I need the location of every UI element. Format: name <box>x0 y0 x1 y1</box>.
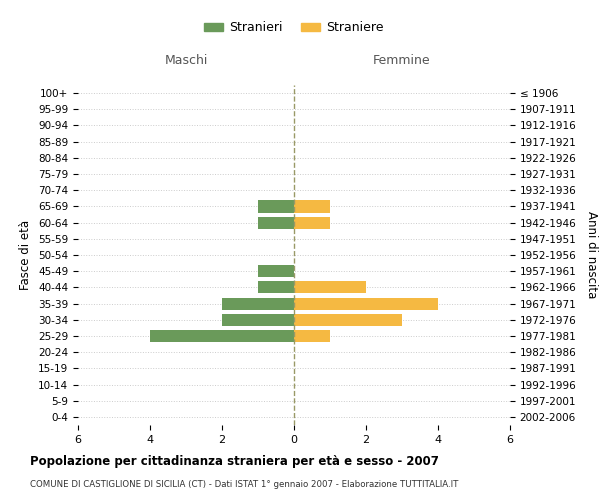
Bar <box>222 298 294 310</box>
Legend: Stranieri, Straniere: Stranieri, Straniere <box>199 16 389 40</box>
Bar <box>258 200 294 212</box>
Text: Popolazione per cittadinanza straniera per età e sesso - 2007: Popolazione per cittadinanza straniera p… <box>30 455 439 468</box>
Text: Femmine: Femmine <box>373 54 431 68</box>
Bar <box>294 298 438 310</box>
Bar <box>294 200 330 212</box>
Bar <box>258 265 294 278</box>
Y-axis label: Anni di nascita: Anni di nascita <box>585 212 598 298</box>
Text: COMUNE DI CASTIGLIONE DI SICILIA (CT) - Dati ISTAT 1° gennaio 2007 - Elaborazion: COMUNE DI CASTIGLIONE DI SICILIA (CT) - … <box>30 480 458 489</box>
Bar <box>258 216 294 228</box>
Bar <box>294 314 402 326</box>
Bar <box>150 330 294 342</box>
Bar <box>294 330 330 342</box>
Bar <box>294 216 330 228</box>
Y-axis label: Fasce di età: Fasce di età <box>19 220 32 290</box>
Text: Maschi: Maschi <box>164 54 208 68</box>
Bar <box>294 282 366 294</box>
Bar <box>258 282 294 294</box>
Bar <box>222 314 294 326</box>
